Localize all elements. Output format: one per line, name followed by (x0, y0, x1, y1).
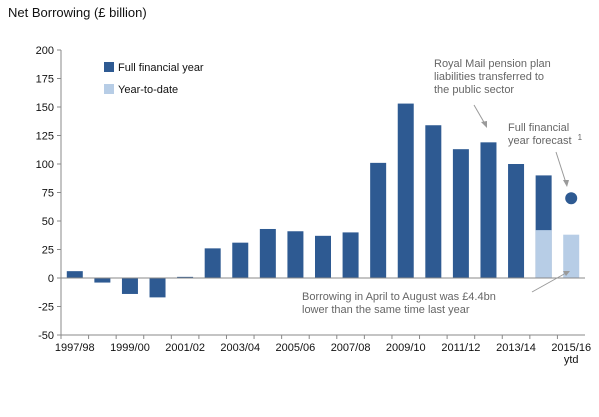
bar-full-year (342, 232, 359, 278)
bar-full-year (177, 276, 194, 278)
x-tick-label: 2013/14 (496, 342, 536, 354)
bar-full-year (121, 278, 138, 294)
y-tick-label: 150 (36, 102, 54, 114)
annotation-forecast: Full financial year forecast 1 (508, 122, 583, 147)
x-tick-sublabel: ytd (564, 354, 579, 366)
bar-full-year (204, 248, 221, 278)
legend: Full financial year Year-to-date (104, 62, 204, 96)
annotation-forecast-line-2: year forecast (508, 135, 572, 147)
bar-full-year (66, 271, 83, 278)
annotation-forecast-superscript: 1 (578, 133, 583, 142)
annotation-borrowing-line-1: Borrowing in April to August was £4.4bn (302, 291, 496, 303)
bar-full-year (94, 278, 111, 283)
y-tick-label: 25 (42, 245, 54, 257)
y-tick-label: 100 (36, 159, 54, 171)
bar-full-year (508, 164, 525, 278)
bar-full-year (397, 103, 414, 278)
y-tick-label: -50 (38, 330, 54, 342)
x-tick-label: 2011/12 (441, 342, 480, 354)
x-tick-label: 2015/16 (551, 342, 591, 354)
x-tick-label: 2009/10 (386, 342, 426, 354)
bar-full-year (287, 231, 304, 278)
annotation-forecast-arrow (555, 151, 567, 184)
y-tick-label: 200 (36, 45, 54, 57)
bar-full-year (259, 228, 276, 278)
bar-full-year (149, 278, 166, 298)
bar-full-year (315, 235, 331, 278)
bars-layer (66, 103, 580, 298)
annotation-borrowing-line-2: lower than the same time last year (302, 304, 470, 316)
legend-swatch-ytd (104, 84, 114, 94)
bar-full-year (232, 242, 249, 278)
y-tick-label: 125 (36, 131, 54, 143)
annotation-royal-mail: Royal Mail pension plan liabilities tran… (434, 58, 554, 96)
annotation-borrowing: Borrowing in April to August was £4.4bn … (302, 291, 499, 316)
annotation-borrowing-arrowhead (563, 271, 570, 276)
annotation-royal-mail-line-1: Royal Mail pension plan (434, 58, 551, 70)
x-tick-label: 2001/02 (165, 342, 205, 354)
bar-year-to-date (535, 230, 552, 278)
legend-label-ytd: Year-to-date (118, 84, 178, 96)
annotation-forecast-arrowhead (563, 180, 569, 187)
bar-full-year (452, 149, 469, 278)
y-tick-label: 175 (36, 74, 54, 86)
forecast-point (565, 192, 578, 205)
annotation-royal-mail-line-3: the public sector (434, 84, 514, 96)
x-tick-label: 2005/06 (276, 342, 316, 354)
y-tick-label: 75 (42, 188, 54, 200)
bar-full-year (370, 162, 387, 278)
x-tick-label: 2003/04 (220, 342, 260, 354)
legend-swatch-full-year (104, 62, 114, 72)
x-tick-label: 1997/98 (55, 342, 95, 354)
annotation-borrowing-arrow (531, 272, 567, 293)
y-tick-label: 0 (48, 273, 54, 285)
bar-full-year (480, 142, 497, 278)
annotation-forecast-line-1: Full financial (508, 122, 569, 134)
legend-label-full-year: Full financial year (118, 62, 204, 74)
bar-full-year (425, 125, 442, 279)
annotation-royal-mail-line-2: liabilities transferred to (434, 71, 544, 83)
y-tick-label: -25 (38, 302, 54, 314)
y-tick-label: 50 (42, 216, 54, 228)
annotation-royal-mail-arrow (473, 104, 486, 125)
annotations-layer: Royal Mail pension plan liabilities tran… (302, 58, 583, 316)
bar-year-to-date (563, 234, 580, 278)
x-tick-label: 2007/08 (331, 342, 371, 354)
y-axis-label: Net Borrowing (£ billion) (8, 5, 147, 20)
annotation-royal-mail-arrowhead (481, 121, 487, 128)
axes-layer: -50 -25 0 25 50 75 100 125 150 175 200 1997/98 1999/… (36, 45, 591, 366)
x-tick-label: 1999/00 (110, 342, 150, 354)
